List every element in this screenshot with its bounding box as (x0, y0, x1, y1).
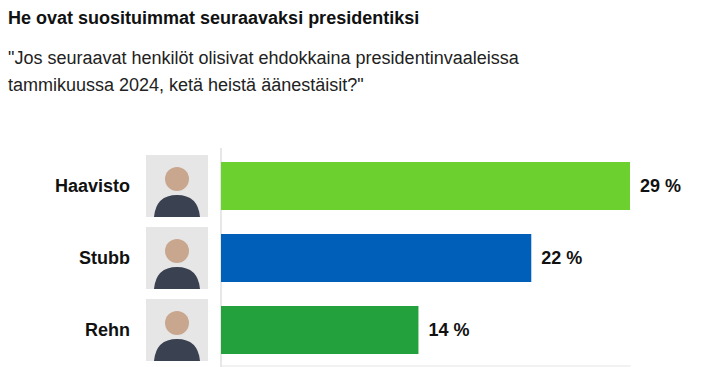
portrait-body (154, 267, 200, 289)
portrait (146, 227, 208, 289)
portrait-body (154, 339, 200, 361)
x-axis-line (222, 366, 631, 367)
data-label: 14 % (428, 320, 469, 340)
portrait-head (165, 311, 189, 335)
y-tick: Rehn (85, 320, 130, 340)
portrait (146, 155, 208, 217)
y-tick-label: Haavisto (55, 176, 130, 196)
y-tick-label: Rehn (85, 320, 130, 340)
portrait-head (165, 167, 189, 191)
title: He ovat suosituimmat seuraavaksi preside… (8, 8, 419, 28)
subtitle: tammikuussa 2024, ketä heistä äänestäisi… (8, 75, 364, 95)
portrait-body (154, 195, 200, 217)
portrait-bg (146, 227, 208, 289)
y-tick: Haavisto (55, 176, 130, 196)
portrait (146, 299, 208, 361)
bar (221, 306, 418, 354)
data-label: 22 % (541, 248, 582, 268)
y-axis: Haavisto Stubb Rehn (55, 176, 130, 340)
y-tick-label: Stubb (79, 248, 130, 268)
bars (221, 162, 630, 354)
x-axis (222, 365, 631, 367)
bar (221, 234, 531, 282)
portraits (146, 155, 208, 361)
data-label: 29 % (640, 176, 681, 196)
portrait-bg (146, 155, 208, 217)
subtitle: "Jos seuraavat henkilöt olisivat ehdokka… (8, 48, 520, 68)
y-tick: Stubb (79, 248, 130, 268)
bar (221, 162, 630, 210)
portrait-head (165, 239, 189, 263)
portrait-bg (146, 299, 208, 361)
data-labels: 29 % 22 % 14 % (428, 176, 681, 340)
